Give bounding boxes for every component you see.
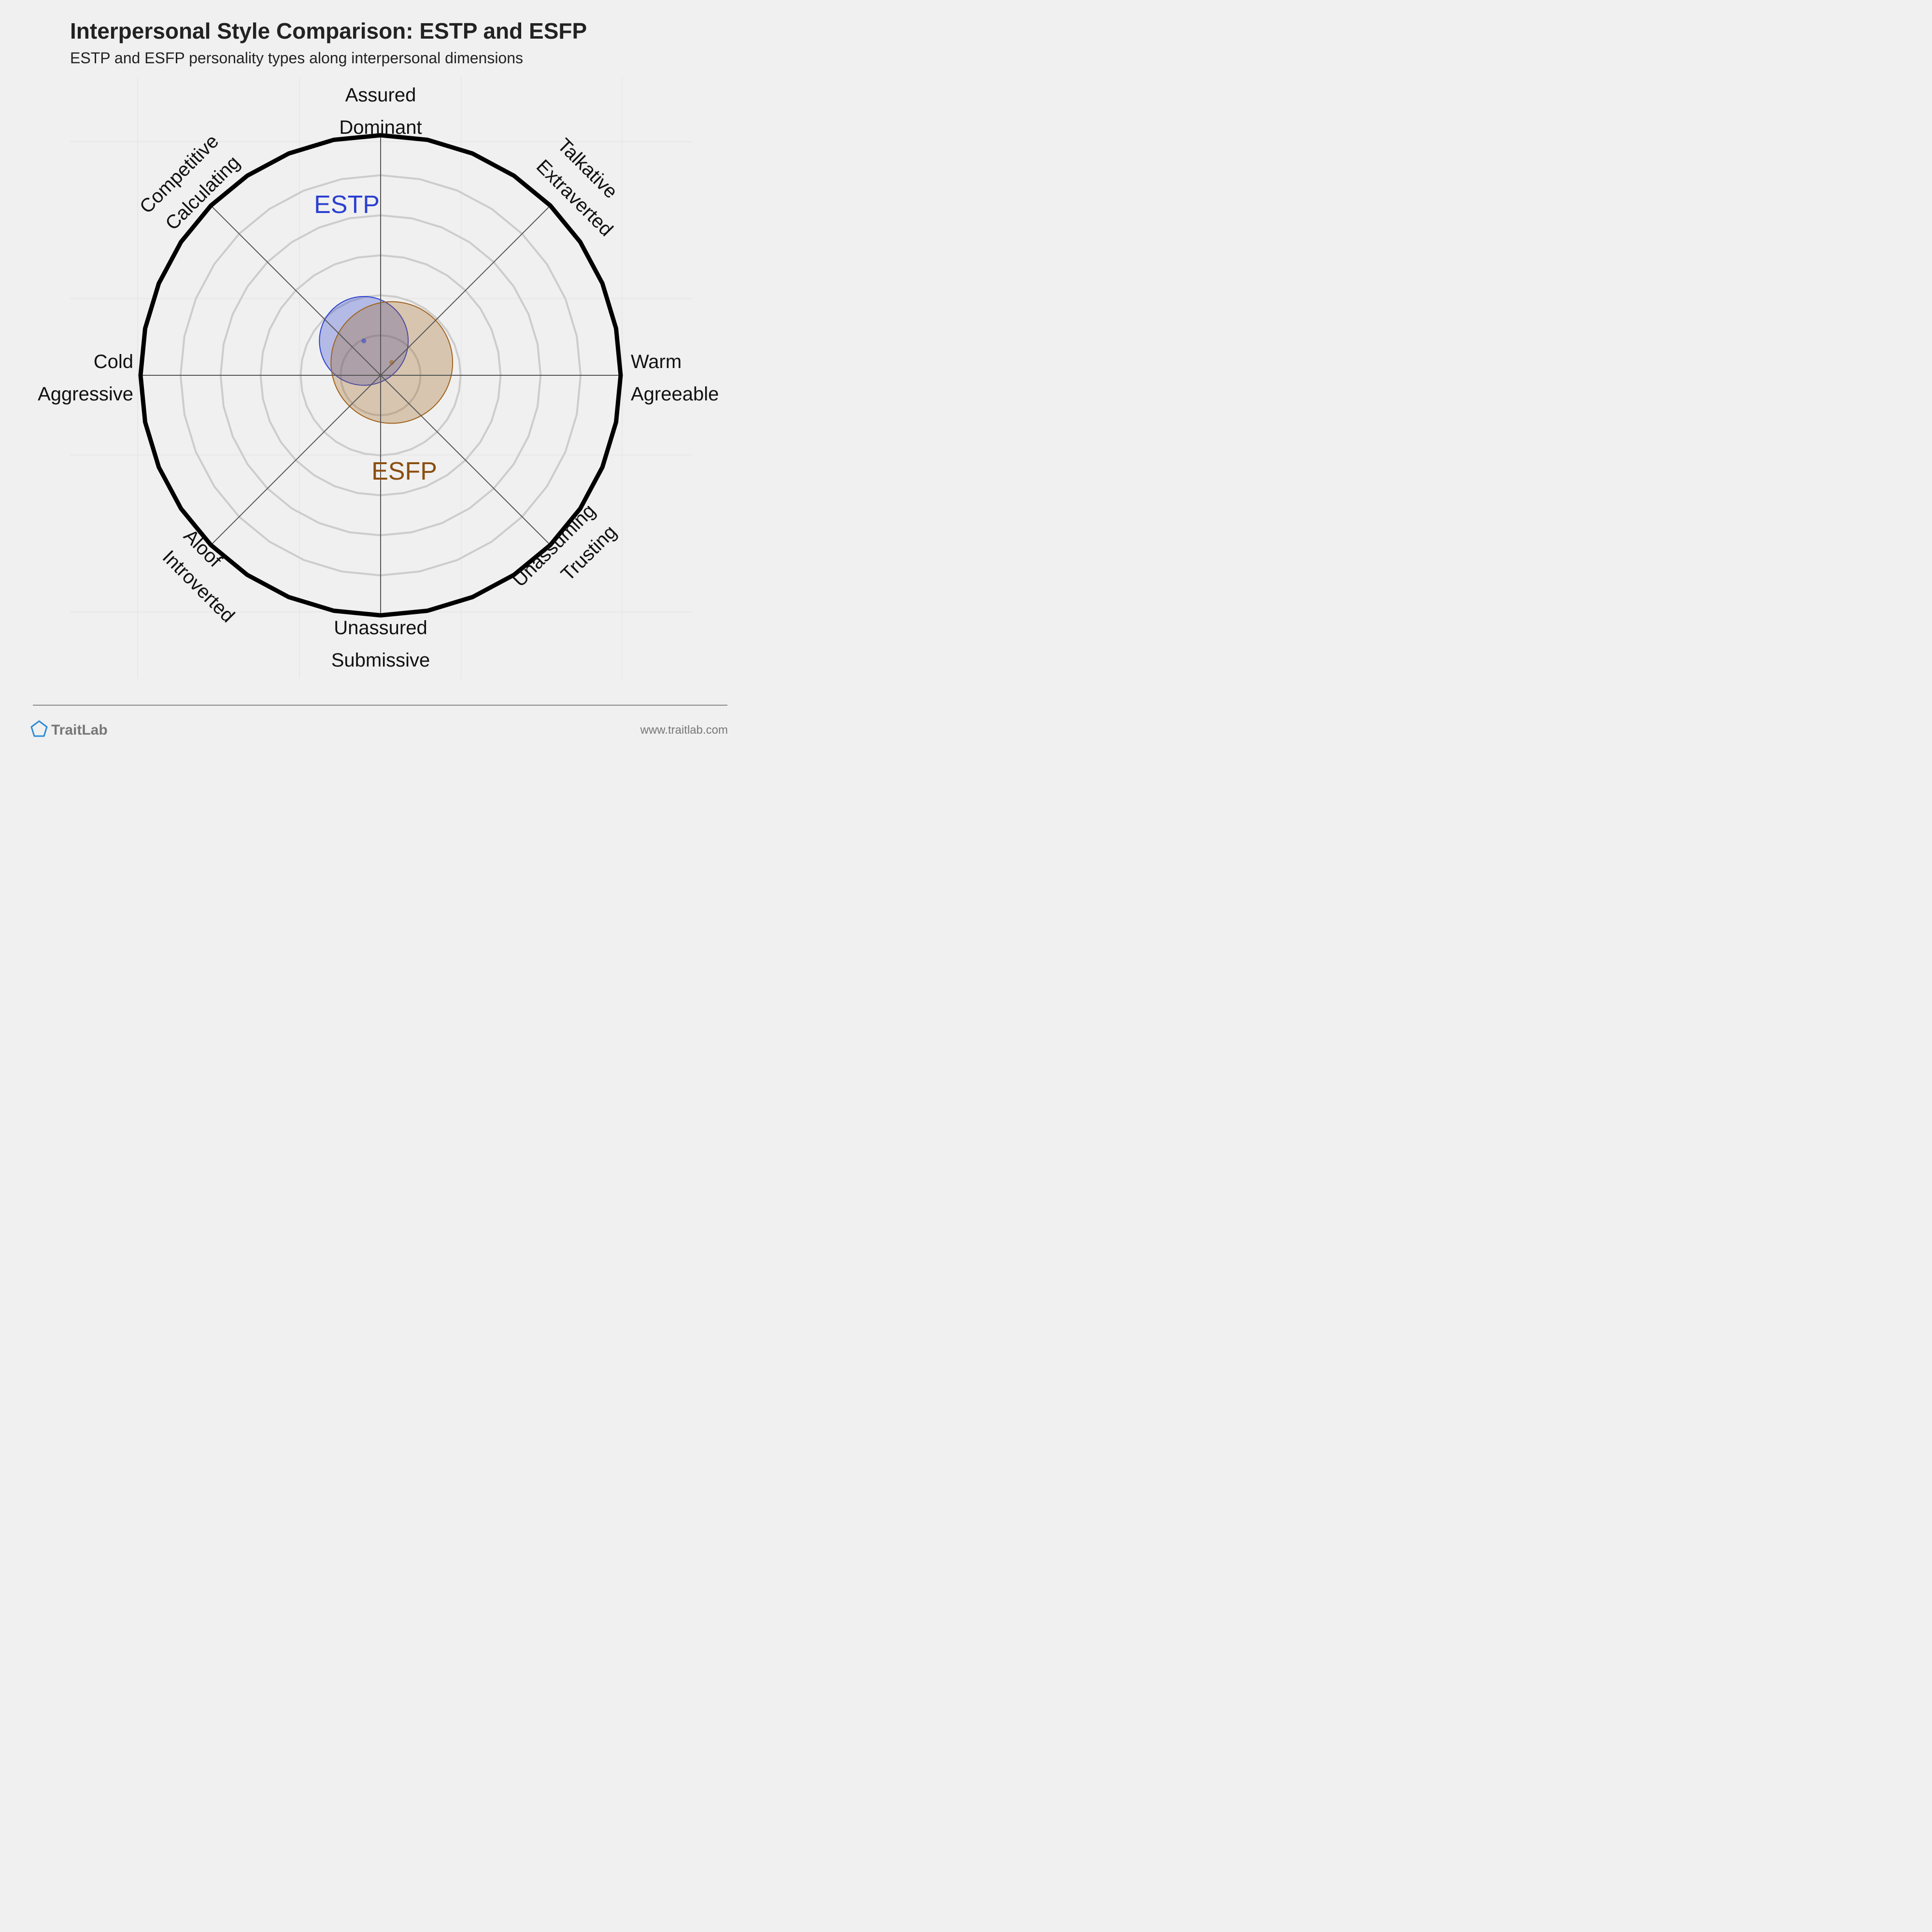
axis-diagonal-1 (210, 205, 551, 546)
axis-label-east: Warm Agreeable (631, 351, 719, 405)
axis-label-southwest: AloofIntroverted (158, 525, 260, 626)
axis-label-north-line-1: Dominant (339, 117, 422, 138)
type-label-estp: ESTP (314, 191, 380, 219)
axis-label-south-line-1: Submissive (331, 650, 430, 671)
outer-circle (138, 133, 623, 618)
axis-lines (141, 135, 621, 615)
traitlab-logo-icon[interactable] (30, 720, 48, 737)
axis-label-west-line-0: Cold (94, 351, 133, 372)
axis-label-south: Unassured Submissive (331, 617, 430, 671)
axis-label-north: Assured Dominant (339, 85, 422, 138)
chart-subtitle: ESTP and ESFP personality types along in… (70, 49, 523, 67)
axis-label-west-line-1: Aggressive (38, 384, 133, 405)
footer-url[interactable]: www.traitlab.com (640, 724, 728, 737)
type-labels: ESTP ESFP (314, 191, 437, 485)
footer-brand[interactable]: TraitLab (51, 722, 108, 738)
outer-circle-ring (138, 133, 623, 618)
chart-title: Interpersonal Style Comparison: ESTP and… (70, 18, 587, 43)
axis-label-southeast: UnassumingTrusting (509, 500, 621, 612)
dot-esfp (389, 360, 395, 365)
axis-label-east-line-1: Agreeable (631, 384, 719, 405)
dot-estp (361, 338, 367, 343)
axis-label-north-line-0: Assured (345, 85, 416, 106)
type-label-esfp: ESFP (371, 457, 437, 485)
axis-label-east-line-0: Warm (631, 351, 682, 372)
center-dots (361, 338, 395, 365)
axis-label-south-line-0: Unassured (334, 617, 427, 639)
axis-label-west: Cold Aggressive (38, 351, 133, 405)
